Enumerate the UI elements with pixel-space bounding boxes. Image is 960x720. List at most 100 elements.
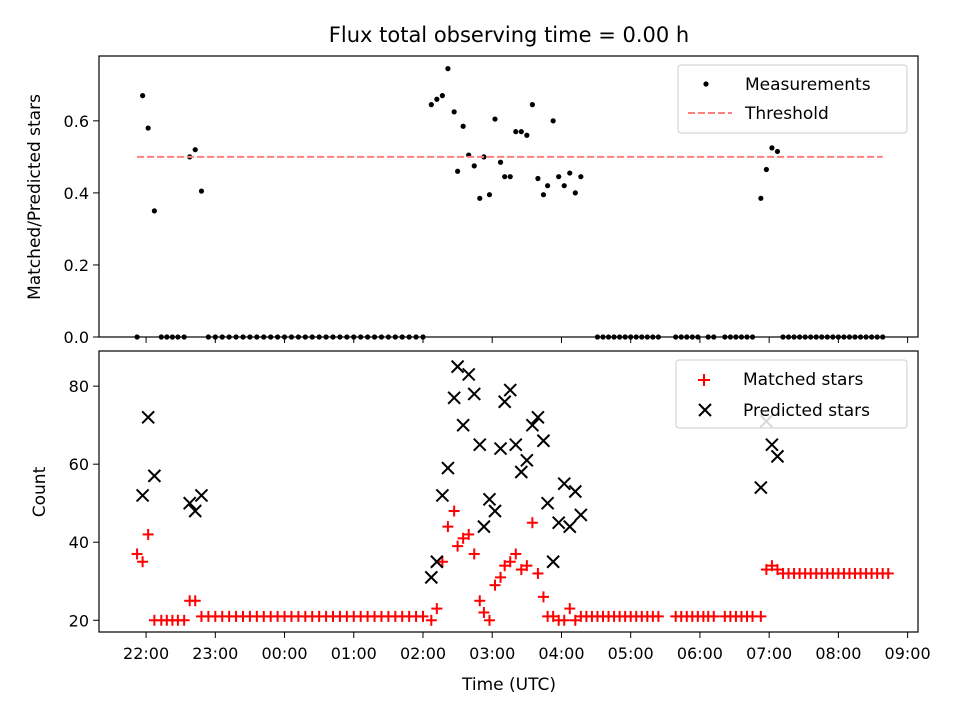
matched-point [564, 603, 576, 615]
bottom-legend-box [675, 359, 908, 429]
matched-point [569, 614, 581, 626]
top-axes-frame [98, 55, 919, 338]
measurement-point [545, 183, 551, 189]
measurement-point [758, 195, 764, 201]
matched-point [760, 564, 772, 576]
matched-point [504, 556, 516, 568]
matched-point [448, 505, 460, 517]
matched-point [766, 560, 778, 572]
measurement-point [502, 174, 508, 180]
predicted-point [424, 570, 439, 585]
legend-matched-marker [698, 374, 710, 386]
legend-predicted-label: Predicted stars [743, 401, 870, 421]
predicted-point [546, 555, 560, 569]
predicted-point [461, 367, 476, 382]
matched-point [131, 548, 143, 560]
matched-point [521, 560, 533, 572]
measurement-point [578, 174, 584, 180]
predicted-point [488, 504, 502, 518]
matched-point [478, 606, 490, 618]
y-tick-label: 80 [69, 377, 89, 396]
x-tick-label: 09:00 [885, 644, 931, 663]
predicted-point [188, 504, 202, 518]
matched-point [463, 528, 475, 540]
measurement-point [455, 168, 461, 174]
x-tick-label: 05:00 [608, 644, 654, 663]
bottom-legend: Matched stars Predicted stars [675, 359, 908, 429]
measurement-point [428, 102, 434, 108]
matched-point [537, 591, 549, 603]
y-tick-label: 60 [69, 455, 89, 474]
top-panel: Flux total observing time = 0.00 h Match… [25, 23, 919, 347]
measurement-point [567, 170, 573, 176]
matched-point [532, 567, 544, 579]
measurement-point [198, 188, 205, 194]
legend-predicted-marker [698, 403, 712, 417]
predicted-point [447, 391, 461, 405]
predicted-point [477, 519, 491, 534]
x-tick-label: 03:00 [469, 644, 515, 663]
matched-point [515, 564, 527, 576]
matched-point [468, 548, 480, 560]
top-title: Flux total observing time = 0.00 h [329, 23, 689, 47]
predicted-point [514, 465, 529, 479]
bottom-xlabel: Time (UTC) [461, 675, 556, 695]
predicted-point [473, 437, 487, 452]
measurement-point [556, 174, 562, 180]
y-tick-label: 0.6 [64, 112, 89, 131]
measurement-point [507, 174, 513, 180]
legend-matched-label: Matched stars [743, 370, 863, 390]
predicted-point [765, 437, 779, 452]
predicted-point [141, 410, 155, 425]
measurement-point [524, 132, 530, 138]
measurement-point [445, 66, 451, 72]
matched-point [489, 579, 501, 591]
bottom-ylabel: Count [30, 466, 50, 517]
top-legend-box [677, 64, 908, 134]
predicted-point [467, 387, 481, 401]
matched-point [495, 571, 507, 583]
predicted-point [435, 488, 450, 503]
bottom-series [131, 359, 894, 626]
legend-threshold-label: Threshold [744, 104, 829, 124]
x-tick-label: 06:00 [677, 644, 723, 663]
bottom-panel: Count Time (UTC) 20 40 60 80 22:00 23:00 00:00… [30, 350, 931, 695]
matched-point [474, 595, 486, 607]
bottom-axes-frame [98, 350, 919, 633]
measurement-point [471, 163, 477, 169]
y-tick-label: 0.4 [64, 184, 89, 203]
predicted-point [182, 496, 197, 510]
matched-point [652, 610, 664, 622]
measurement-point [535, 175, 541, 182]
predicted-point [135, 488, 150, 503]
predicted-point [563, 519, 577, 534]
predicted-point [430, 555, 444, 569]
predicted-point [194, 488, 209, 503]
predicted-point [770, 449, 785, 464]
matched-point [178, 614, 190, 626]
measurement-point [151, 208, 157, 214]
matched-point [483, 614, 495, 626]
matched-point [882, 567, 894, 579]
measurement-point [477, 195, 483, 201]
measurement-point [140, 93, 146, 99]
matched-point [452, 540, 464, 552]
measurement-point [497, 159, 504, 165]
predicted-point [497, 395, 512, 409]
measurement-point [192, 147, 198, 153]
y-tick-label: 20 [69, 611, 89, 630]
measurement-point [451, 109, 457, 115]
top-ticks: 0.0 0.2 0.4 0.6 [64, 112, 909, 347]
predicted-point [568, 484, 583, 499]
measurement-point [540, 192, 547, 198]
x-tick-label: 01:00 [331, 644, 377, 663]
measurement-point [460, 123, 466, 129]
predicted-point [503, 383, 517, 397]
top-legend: Measurements Threshold [677, 64, 908, 134]
matched-point [442, 521, 454, 533]
measurement-point [529, 102, 535, 108]
measurement-point [518, 129, 524, 135]
predicted-point [441, 461, 455, 475]
matched-point [417, 610, 429, 622]
